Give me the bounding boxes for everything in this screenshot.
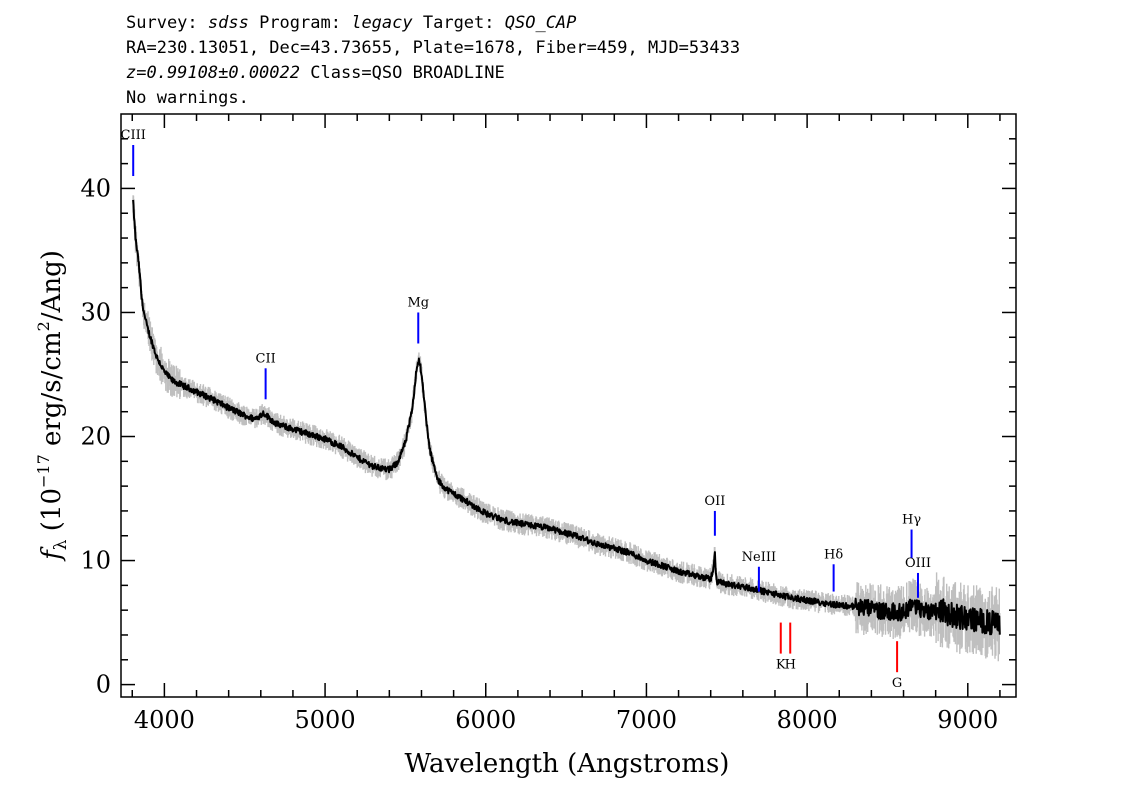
y-tick-label: 10 <box>80 547 111 575</box>
annotation-label-1: CII <box>256 351 276 366</box>
annotation-label-9: H <box>785 658 796 673</box>
y-axis-title-mid: erg/s/cm <box>37 331 67 454</box>
annotation-label-8: K <box>776 658 786 673</box>
program-label: Program: <box>249 13 351 33</box>
x-axis-title: Wavelength (Angstroms) <box>405 749 730 779</box>
axes <box>120 113 1017 698</box>
y-axis-title-exp2: 2 <box>34 321 53 331</box>
annotation-label-2: Mg <box>407 295 429 310</box>
plot-frame <box>120 113 1017 698</box>
annotation-label-5: Hδ <box>824 547 843 562</box>
y-axis-title-close: /Ang) <box>37 250 67 321</box>
header-line-1: Survey: sdss Program: legacy Target: QSO… <box>126 13 576 33</box>
flux-line <box>132 199 1001 636</box>
flux-series <box>132 199 1001 636</box>
x-tick-label: 4000 <box>134 706 195 734</box>
x-tick-label: 9000 <box>937 706 998 734</box>
x-tick-label: 5000 <box>295 706 356 734</box>
target-value: QSO_CAP <box>505 13 577 33</box>
redshift-value: z=0.99108±0.00022 <box>126 63 300 83</box>
line-annotations: CIII CII Mg OII NeIII Hδ Hγ OIII KH G <box>121 128 931 691</box>
header-line-4: No warnings. <box>126 88 249 108</box>
noise-envelope-path <box>132 195 1001 662</box>
annotation-label-3: OII <box>704 494 725 509</box>
y-axis-title-sub: λ <box>51 539 71 550</box>
noise-envelope <box>132 195 1001 662</box>
annotation-label-6: Hγ <box>902 513 921 528</box>
header-line-3: z=0.99108±0.00022 Class=QSO BROADLINE <box>126 63 505 83</box>
program-value: legacy <box>351 13 413 33</box>
x-tick-label: 8000 <box>777 706 838 734</box>
class-value: Class=QSO BROADLINE <box>300 63 505 83</box>
y-axis-title: fλ (10−17 erg/s/cm2/Ang) <box>34 250 71 562</box>
annotation-label-4: NeIII <box>742 550 776 565</box>
y-tick-label: 0 <box>96 671 111 699</box>
survey-label: Survey: <box>126 13 208 33</box>
header-line-2: RA=230.13051, Dec=43.73655, Plate=1678, … <box>126 38 740 58</box>
annotation-label-7: OIII <box>905 556 931 571</box>
x-tick-label: 6000 <box>455 706 516 734</box>
annotation-label-10: G <box>892 676 902 691</box>
y-tick-label: 30 <box>80 298 111 326</box>
y-tick-label: 40 <box>80 174 111 202</box>
y-axis-title-exp: −17 <box>34 454 53 488</box>
annotation-label-0: CIII <box>121 128 146 143</box>
target-label: Target: <box>413 13 505 33</box>
tick-labels: 4000 5000 6000 7000 8000 9000 0 10 20 30 40 <box>80 174 998 734</box>
y-tick-label: 20 <box>80 423 111 451</box>
x-tick-label: 7000 <box>616 706 677 734</box>
y-axis-title-open: (10 <box>37 488 67 540</box>
survey-value: sdss <box>208 13 249 33</box>
